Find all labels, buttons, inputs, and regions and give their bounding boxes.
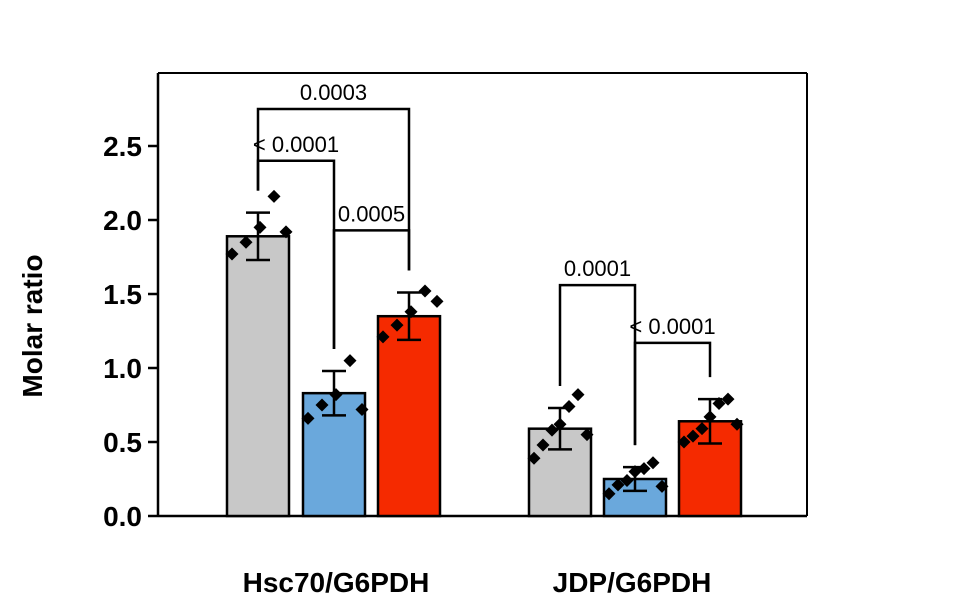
x-category-label: JDP/G6PDH — [553, 567, 712, 598]
data-point — [712, 397, 726, 411]
data-point — [279, 225, 293, 239]
data-point — [404, 305, 418, 319]
y-axis-title: Molar ratio — [17, 254, 48, 397]
data-point — [730, 417, 744, 431]
data-point — [267, 189, 281, 203]
data-point — [611, 478, 625, 492]
x-axis: Hsc70/G6PDH JDP/G6PDH — [243, 567, 712, 598]
bar — [225, 235, 291, 518]
data-point — [430, 294, 444, 308]
data-point — [602, 487, 616, 501]
x-category-label: Hsc70/G6PDH — [243, 567, 430, 598]
data-point — [553, 417, 567, 431]
data-point — [637, 462, 651, 476]
significance-bracket — [633, 341, 712, 446]
significance-bracket — [256, 107, 411, 271]
data-point — [527, 451, 541, 465]
data-point — [655, 479, 669, 493]
data-point — [545, 423, 559, 437]
data-point — [646, 456, 660, 470]
significance-annotations: < 0.0001 0.0003 0.0005 0.0001 < 0.0001 — [253, 80, 716, 446]
data-point — [721, 392, 735, 406]
data-point — [686, 429, 700, 443]
significance-bracket — [558, 283, 637, 446]
data-point — [418, 284, 432, 298]
y-axis: 0.0 0.5 1.0 1.5 2.0 2.5 — [103, 131, 158, 532]
data-point — [390, 318, 404, 332]
y-tick-label: 1.0 — [103, 353, 142, 384]
data-point — [355, 402, 369, 416]
data-points — [225, 189, 744, 501]
p-value-label: 0.0001 — [564, 256, 631, 281]
data-point — [562, 399, 576, 413]
data-point — [620, 473, 634, 487]
data-point — [315, 398, 329, 412]
y-tick-label: 0.5 — [103, 427, 142, 458]
p-value-label: < 0.0001 — [253, 132, 339, 157]
data-point — [343, 354, 357, 368]
bars — [225, 235, 743, 518]
data-point — [571, 388, 585, 402]
data-point — [677, 435, 691, 449]
data-point — [703, 410, 717, 424]
data-point — [695, 422, 709, 436]
data-point — [253, 220, 267, 234]
p-value-label: 0.0003 — [300, 80, 367, 105]
y-tick-label: 0.0 — [103, 501, 142, 532]
data-point — [376, 330, 390, 344]
bar — [376, 314, 442, 518]
p-value-label: 0.0005 — [338, 201, 405, 226]
data-point — [225, 247, 239, 261]
y-tick-label: 2.0 — [103, 205, 142, 236]
data-point — [536, 438, 550, 452]
significance-bracket — [332, 229, 411, 349]
data-point — [301, 411, 315, 425]
y-tick-label: 1.5 — [103, 279, 142, 310]
data-point — [329, 388, 343, 402]
p-value-label: < 0.0001 — [629, 314, 715, 339]
data-point — [239, 235, 253, 249]
data-point — [580, 428, 594, 442]
y-tick-label: 2.5 — [103, 131, 142, 162]
